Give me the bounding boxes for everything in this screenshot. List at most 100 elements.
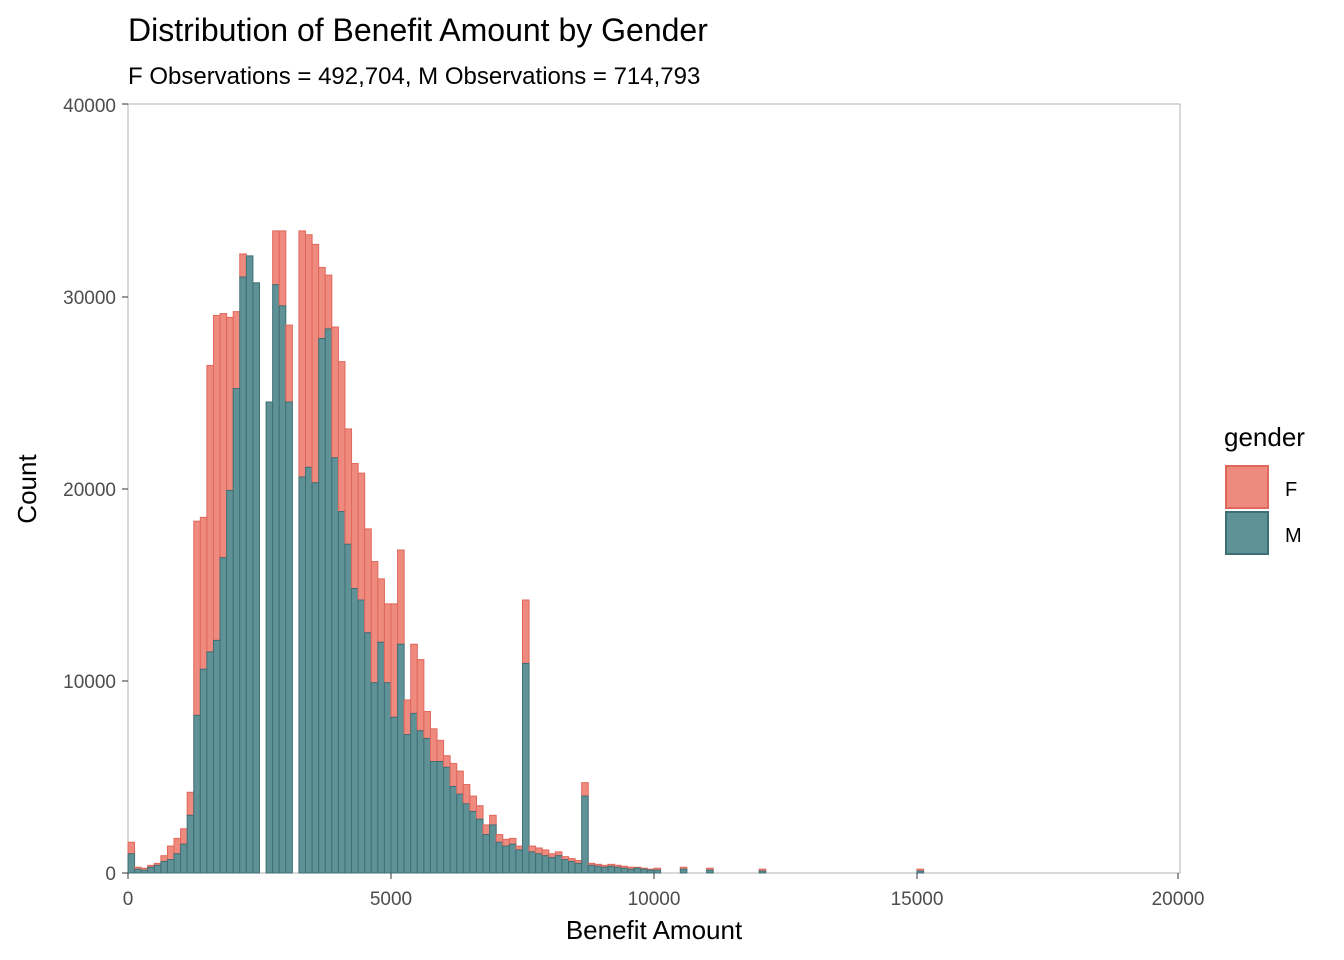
bar-m-59 [515, 849, 523, 874]
bar-f-65 [554, 851, 563, 857]
bar-f-23 [278, 230, 287, 307]
bar-f-40 [390, 603, 399, 718]
legend: gender F M [1224, 422, 1305, 555]
bar-m-41 [397, 643, 405, 874]
bar-f-49 [449, 762, 458, 787]
bar-m-62 [535, 853, 543, 874]
bar-m-68 [574, 862, 583, 874]
bar-f-8 [180, 828, 188, 845]
bar-m-15 [226, 489, 234, 874]
bar-m-52 [469, 810, 477, 874]
bar-m-66 [561, 859, 570, 874]
bar-m-29 [318, 338, 326, 874]
bar-m-84 [916, 870, 925, 874]
y-tick-0: 0 [105, 864, 116, 885]
bar-f-17 [239, 253, 247, 278]
bar-m-30 [324, 328, 333, 874]
bar-f-15 [226, 316, 234, 491]
bar-m-14 [219, 557, 228, 874]
bar-m-61 [528, 851, 537, 874]
bar-f-42 [403, 699, 412, 736]
bar-f-64 [548, 853, 556, 859]
bar-f-36 [364, 528, 372, 634]
bar-f-12 [206, 364, 214, 653]
x-tick-3: 15000 [891, 889, 944, 910]
bar-f-24 [285, 324, 293, 403]
bar-m-63 [541, 855, 550, 874]
bar-f-45 [423, 711, 431, 739]
bar-f-38 [377, 578, 385, 643]
bar-f-28 [311, 243, 320, 484]
bar-f-56 [495, 834, 504, 843]
legend-label-m: M [1285, 525, 1302, 547]
bar-m-57 [502, 845, 510, 874]
bar-f-26 [298, 230, 307, 478]
chart-subtitle: F Observations = 492,704, M Observations… [128, 63, 700, 90]
bar-m-1 [134, 868, 142, 874]
y-tick-1: 10000 [63, 672, 116, 693]
bar-m-6 [166, 859, 175, 874]
bar-m-54 [482, 834, 491, 874]
bar-m-16 [232, 388, 241, 874]
bar-f-37 [370, 561, 379, 684]
bar-f-41 [397, 549, 405, 645]
bar-f-60 [522, 599, 530, 664]
bar-m-33 [344, 543, 353, 874]
bar-f-33 [344, 428, 353, 545]
bar-f-22 [272, 230, 280, 286]
bar-m-4 [153, 864, 162, 874]
bar-f-7 [173, 837, 182, 855]
bar-f-58 [508, 837, 517, 845]
bar-m-49 [449, 785, 458, 874]
bar-f-44 [416, 659, 425, 732]
bar-m-82 [706, 869, 714, 874]
bar-f-63 [541, 849, 550, 857]
bar-f-52 [469, 795, 477, 812]
legend-title: gender [1224, 422, 1305, 452]
bar-f-32 [337, 361, 346, 513]
bar-f-50 [456, 770, 464, 795]
bar-m-45 [423, 737, 431, 874]
bar-f-27 [305, 234, 313, 468]
bar-m-23 [278, 305, 287, 874]
bar-m-64 [548, 857, 556, 874]
bar-m-18 [245, 255, 254, 874]
bar-m-47 [436, 760, 445, 874]
bar-m-11 [199, 668, 208, 874]
y-tick-2: 20000 [63, 480, 116, 501]
x-tick-2: 10000 [628, 889, 681, 910]
bar-f-59 [515, 845, 523, 851]
bar-m-31 [331, 457, 339, 874]
bar-m-9 [186, 814, 195, 874]
bar-m-21 [265, 401, 274, 874]
bar-m-80 [653, 869, 662, 874]
bar-f-30 [324, 274, 333, 330]
bar-f-69 [581, 782, 589, 797]
y-tick-4: 40000 [63, 96, 116, 117]
bar-m-58 [508, 843, 517, 874]
bar-f-53 [475, 805, 484, 820]
bar-m-74 [614, 866, 622, 874]
bar-m-26 [298, 476, 307, 874]
bar-f-55 [489, 814, 497, 826]
bar-m-5 [160, 860, 168, 874]
bar-f-34 [351, 463, 359, 589]
bar-f-5 [160, 855, 168, 862]
bar-f-11 [199, 516, 208, 670]
legend-key-m [1225, 511, 1269, 555]
y-axis-ticks: 0 10000 20000 30000 40000 [63, 96, 128, 885]
bar-m-55 [489, 824, 497, 874]
bar-m-17 [239, 276, 247, 874]
bar-m-13 [212, 639, 221, 874]
y-axis-title: Count [12, 454, 42, 524]
bar-m-79 [646, 869, 655, 874]
bar-f-14 [219, 313, 228, 559]
bar-m-24 [285, 401, 293, 874]
bar-f-6 [166, 845, 175, 861]
bar-m-38 [377, 641, 385, 874]
x-tick-4: 20000 [1152, 889, 1205, 910]
bar-m-56 [495, 841, 504, 874]
bar-m-34 [351, 587, 359, 874]
bar-m-35 [357, 599, 366, 874]
